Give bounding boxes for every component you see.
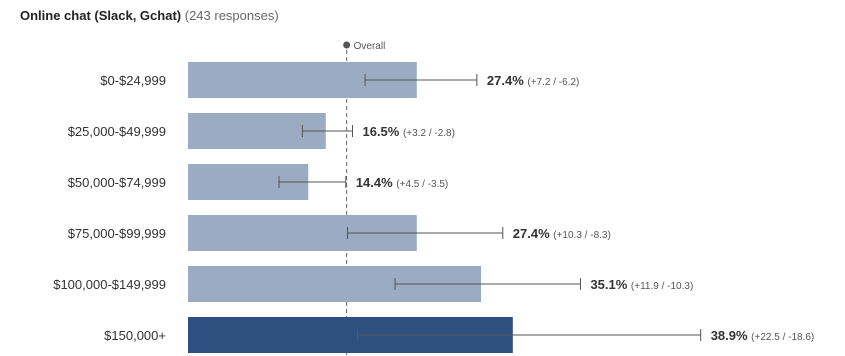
- value-label: 14.4% (+4.5 / -3.5): [356, 175, 448, 190]
- error-range-label: (+3.2 / -2.8): [403, 128, 455, 139]
- category-label: $100,000-$149,999: [53, 277, 166, 292]
- error-range-label: (+4.5 / -3.5): [396, 179, 448, 190]
- overall-marker-dot: [343, 41, 351, 49]
- value-label: 27.4% (+7.2 / -6.2): [487, 73, 579, 88]
- value-label: 38.9% (+22.5 / -18.6): [711, 328, 815, 343]
- value-percent: 27.4%: [487, 73, 527, 88]
- category-label: $75,000-$99,999: [68, 226, 166, 241]
- chart-title: Online chat (Slack, Gchat) (243 response…: [20, 8, 279, 23]
- category-label: $150,000+: [104, 328, 166, 343]
- category-label: $0-$24,999: [100, 73, 166, 88]
- response-count: (243 responses): [184, 8, 279, 23]
- category-label: $50,000-$74,999: [68, 175, 166, 190]
- error-range-label: (+10.3 / -8.3): [553, 230, 611, 241]
- value-percent: 16.5%: [362, 124, 402, 139]
- value-label: 27.4% (+10.3 / -8.3): [513, 226, 611, 241]
- error-range-label: (+11.9 / -10.3): [631, 281, 693, 292]
- value-percent: 38.9%: [711, 328, 751, 343]
- category-label: $25,000-$49,999: [68, 124, 166, 139]
- value-percent: 14.4%: [356, 175, 396, 190]
- error-range-label: (+7.2 / -6.2): [527, 77, 579, 88]
- value-label: 35.1% (+11.9 / -10.3): [590, 277, 693, 292]
- overall-label: Overall: [354, 41, 386, 52]
- value-percent: 27.4%: [513, 226, 553, 241]
- value-label: 16.5% (+3.2 / -2.8): [362, 124, 454, 139]
- chart-title-text: Online chat (Slack, Gchat): [20, 8, 182, 23]
- error-range-label: (+22.5 / -18.6): [751, 332, 814, 343]
- value-percent: 35.1%: [590, 277, 630, 292]
